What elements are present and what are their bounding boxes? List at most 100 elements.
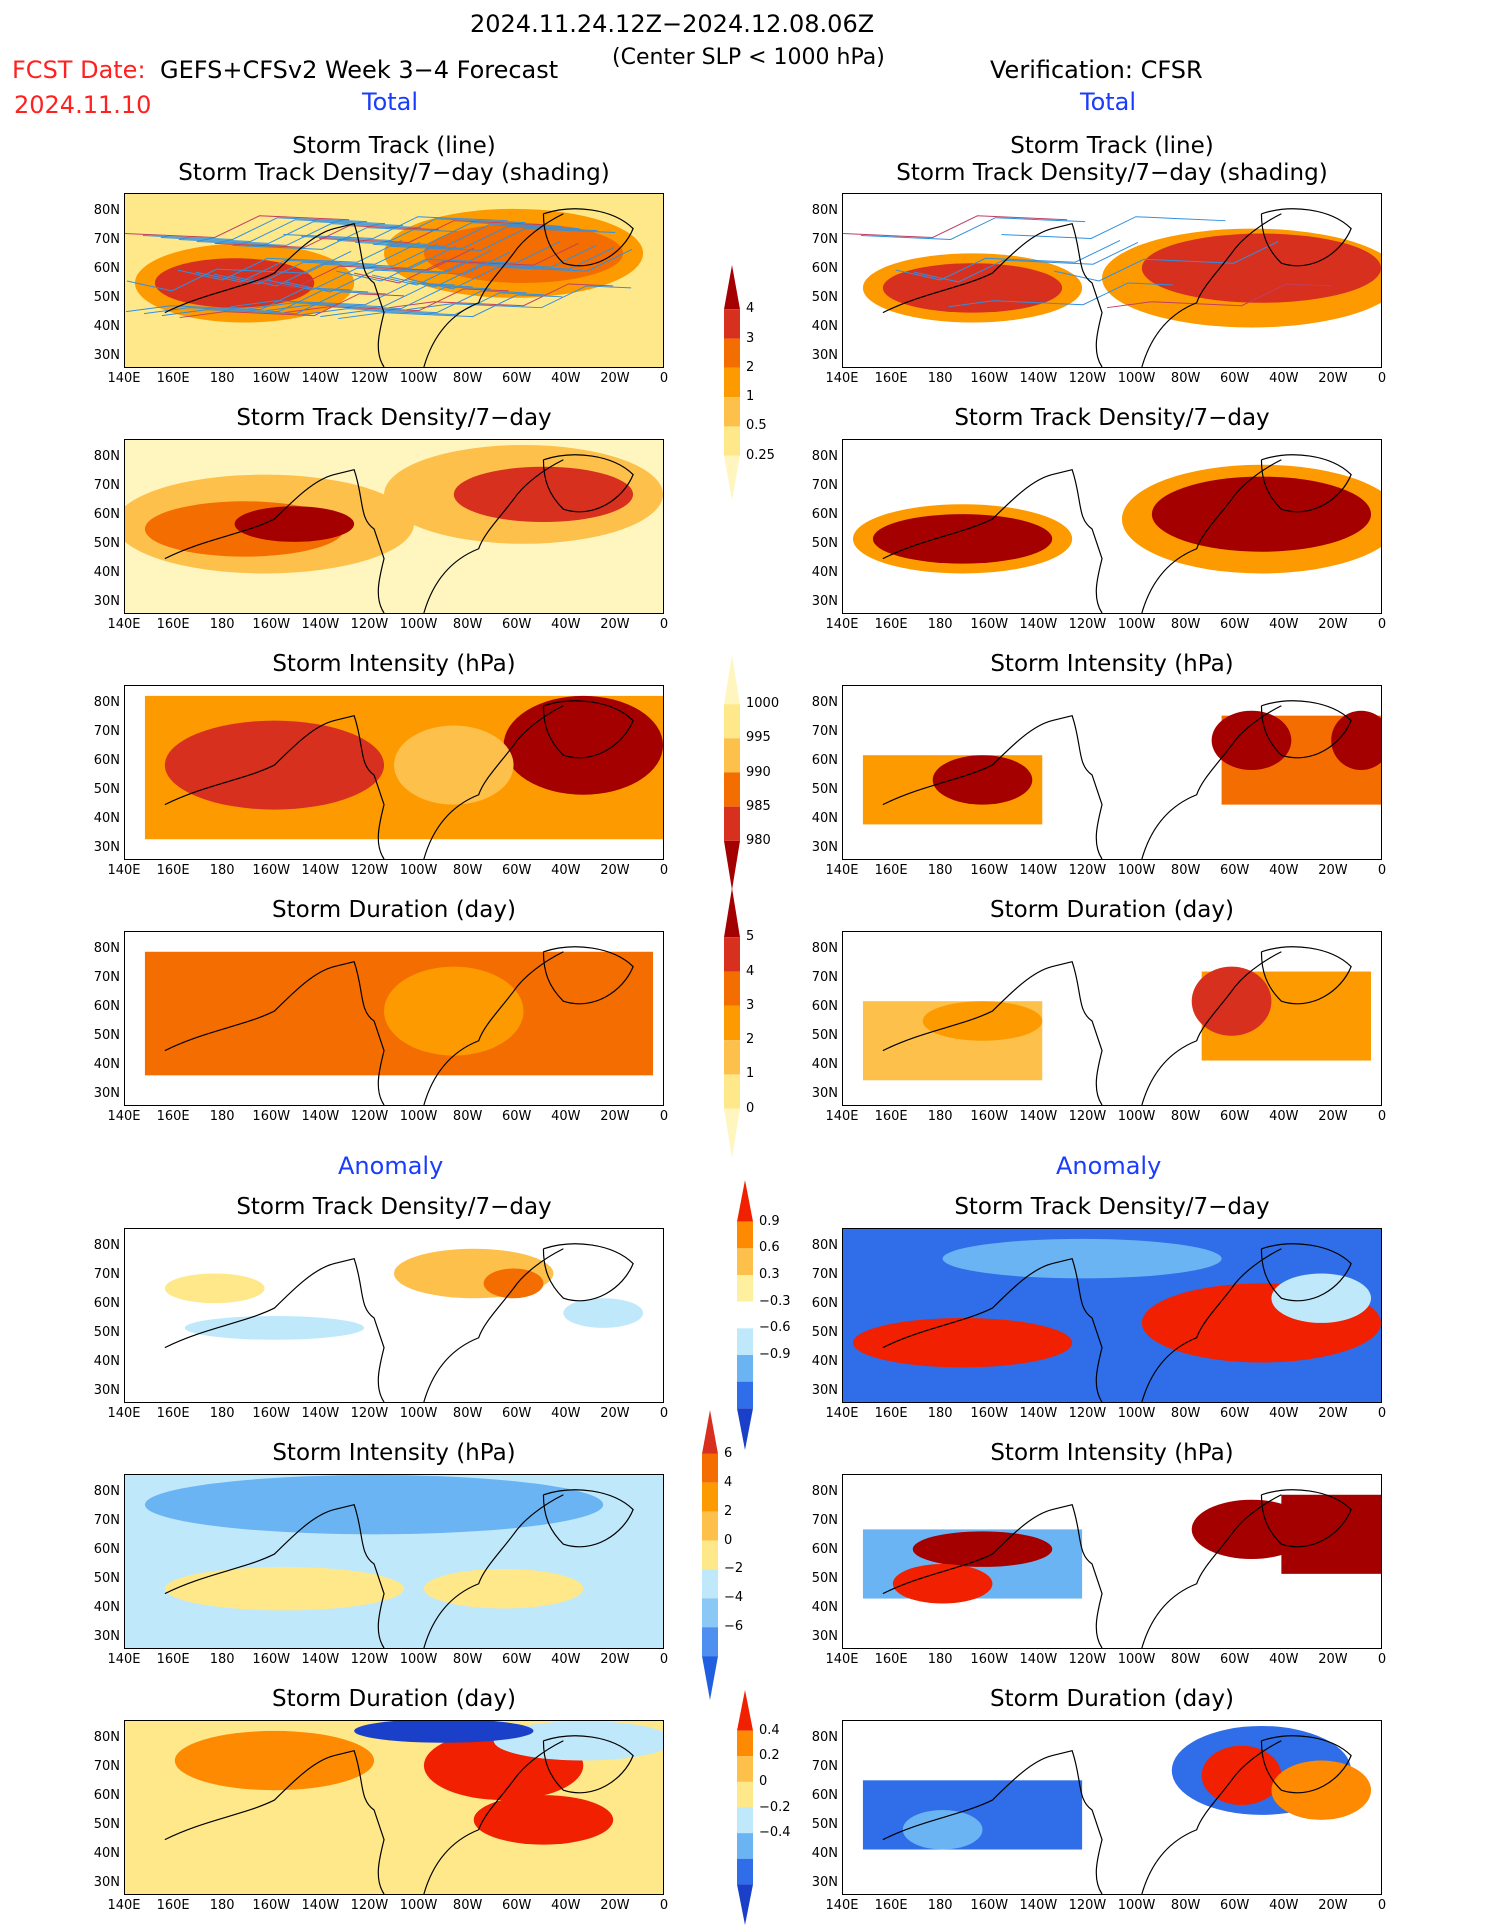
lon-tick-label: 160W <box>970 1109 1009 1124</box>
colorbar-label: 5 <box>746 929 755 945</box>
storm-track-line <box>179 293 404 319</box>
lon-tick-label: 140E <box>825 371 859 386</box>
lon-tick-label: 60W <box>1220 1652 1250 1667</box>
lon-tick-label: 140E <box>107 863 141 878</box>
lon-tick-label: 40W <box>551 1652 581 1667</box>
colorbar-swatch <box>702 1540 718 1570</box>
colorbar-label: −0.2 <box>759 1799 791 1815</box>
coastline <box>164 1735 634 1894</box>
lon-tick-label: 180 <box>209 1406 235 1421</box>
storm-track-line <box>143 289 369 315</box>
lat-tick-label: 80N <box>93 1238 120 1253</box>
panel-title: Storm Duration (day) <box>990 897 1234 923</box>
colorbar-swatch <box>724 1074 740 1109</box>
lat-tick-label: 60N <box>811 1788 838 1803</box>
storm-track-line <box>125 215 350 238</box>
colorbar-density <box>722 265 742 504</box>
lon-tick-label: 160E <box>874 1406 908 1421</box>
lon-tick-label: 60W <box>1220 1109 1250 1124</box>
lat-tick-label: 60N <box>811 999 838 1014</box>
colorbar-label: 0.6 <box>759 1240 780 1256</box>
colorbar-label: 0.4 <box>759 1722 780 1738</box>
lat-tick-label: 60N <box>811 261 838 276</box>
shading-region <box>384 966 524 1056</box>
shading-region <box>394 725 514 805</box>
lat-tick-label: 30N <box>93 1383 120 1398</box>
map-plot <box>852 454 1381 613</box>
storm-track-line <box>232 227 457 250</box>
lon-tick-label: 140E <box>825 1109 859 1124</box>
storm-track-line <box>407 248 633 290</box>
lon-tick-label: 20W <box>1318 617 1348 632</box>
lat-tick-label: 80N <box>811 1484 838 1499</box>
lat-tick-label: 60N <box>811 753 838 768</box>
lat-tick-label: 40N <box>811 1846 838 1861</box>
storm-track-line <box>266 286 491 312</box>
panel-title: Storm Duration (day) <box>990 1686 1234 1712</box>
lat-tick-label: 50N <box>93 1325 120 1340</box>
shading-region <box>164 1566 404 1611</box>
shading-region <box>1191 966 1272 1036</box>
shading-region <box>154 258 315 308</box>
colorbar-swatch <box>724 455 740 500</box>
lon-tick-label: 60W <box>1220 863 1250 878</box>
colorbar-swatch <box>737 1833 753 1859</box>
colorbar-label: 2 <box>746 359 755 375</box>
lon-tick-label: 0 <box>1377 371 1387 386</box>
shading-region <box>483 1268 544 1299</box>
lon-tick-label: 60W <box>1220 1406 1250 1421</box>
lon-tick-label: 180 <box>209 371 235 386</box>
lon-tick-label: 160E <box>874 371 908 386</box>
map-panel <box>842 193 1382 368</box>
lat-tick-label: 80N <box>811 203 838 218</box>
lon-tick-label: 100W <box>399 371 438 386</box>
lat-tick-label: 60N <box>93 1542 120 1557</box>
lon-tick-label: 0 <box>659 1406 669 1421</box>
colorbar-label: 2 <box>746 1032 755 1048</box>
colorbar-label: 990 <box>746 764 771 780</box>
lon-tick-label: 120W <box>1068 617 1107 632</box>
lon-tick-label: 120W <box>1068 863 1107 878</box>
lon-tick-label: 80W <box>1170 371 1201 386</box>
colorbar-label: 0.9 <box>759 1213 780 1229</box>
lat-tick-label: 40N <box>93 811 120 826</box>
lat-tick-label: 50N <box>93 1571 120 1586</box>
lat-tick-label: 50N <box>811 536 838 551</box>
lon-tick-label: 160E <box>156 1406 190 1421</box>
panel-title: Storm Intensity (hPa) <box>272 1440 516 1466</box>
lat-tick-label: 70N <box>811 1759 838 1774</box>
lon-tick-label: 60W <box>502 863 532 878</box>
lon-tick-label: 20W <box>1318 1898 1348 1913</box>
colorbar-label: −2 <box>724 1561 744 1577</box>
panel-title: Storm Track (line) Storm Track Density/7−… <box>896 133 1328 186</box>
map-plot <box>144 695 663 859</box>
lat-tick-label: 70N <box>93 724 120 739</box>
colorbar-swatch <box>724 265 740 310</box>
lon-tick-label: 140W <box>1019 863 1058 878</box>
lon-tick-label: 140W <box>301 1109 340 1124</box>
shading-region <box>1211 710 1292 771</box>
map-plot <box>862 1725 1372 1894</box>
colorbar-label: 3 <box>746 997 755 1013</box>
colorbar-swatch <box>737 1328 753 1355</box>
lon-tick-label: 160E <box>874 863 908 878</box>
lat-tick-label: 40N <box>93 565 120 580</box>
lat-tick-label: 60N <box>811 1296 838 1311</box>
colorbar-anom-density <box>735 1180 755 1454</box>
lon-tick-label: 180 <box>927 1109 953 1124</box>
lon-tick-label: 160E <box>874 1652 908 1667</box>
colorbar-label: 4 <box>746 963 755 979</box>
lon-tick-label: 80W <box>1170 1652 1201 1667</box>
colorbar-swatch <box>737 1381 753 1409</box>
colorbar-swatch <box>737 1756 753 1782</box>
colorbar-swatch <box>724 367 740 398</box>
shading-region <box>493 1721 663 1761</box>
lat-tick-label: 40N <box>811 1600 838 1615</box>
lat-tick-label: 80N <box>811 449 838 464</box>
lat-tick-label: 40N <box>93 1354 120 1369</box>
lat-tick-label: 50N <box>811 782 838 797</box>
map-plot <box>843 208 1381 367</box>
lat-tick-label: 40N <box>811 811 838 826</box>
lon-tick-label: 100W <box>399 617 438 632</box>
colorbar-swatch <box>737 1690 753 1731</box>
